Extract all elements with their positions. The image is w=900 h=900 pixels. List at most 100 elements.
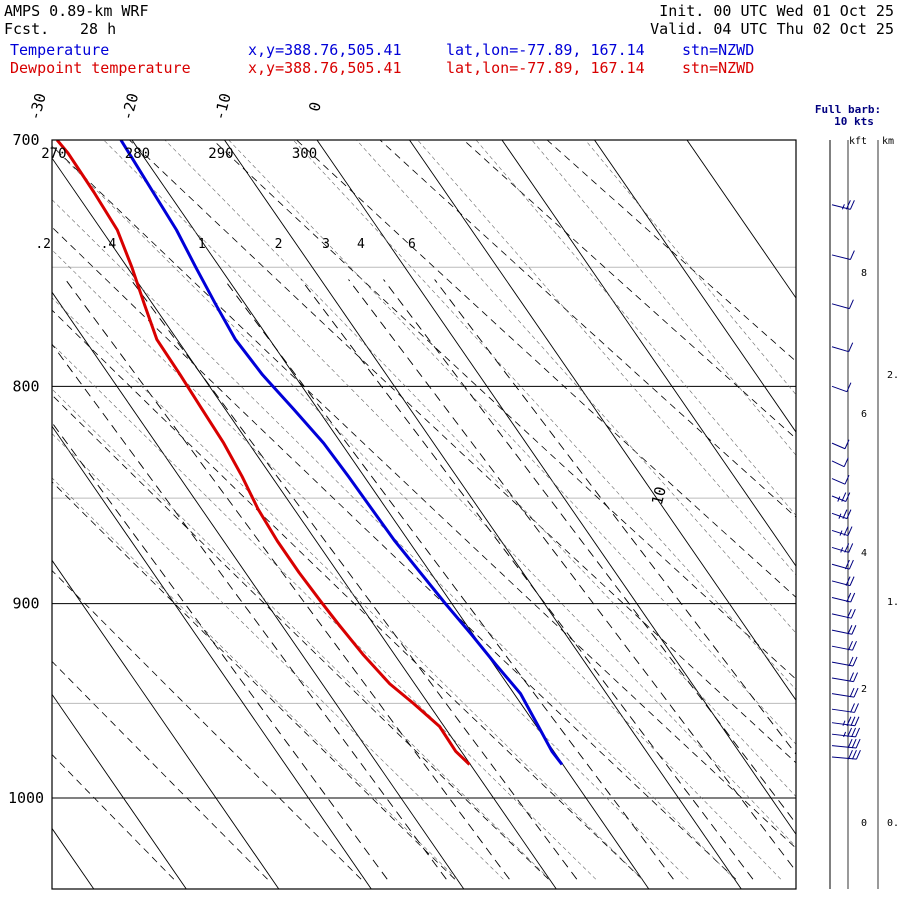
wind-barb <box>831 543 854 553</box>
valid-time: Valid. 04 UTC Thu 02 Oct 25 <box>650 20 894 38</box>
isotherm-line <box>316 140 796 836</box>
moist-adiabat-line <box>417 140 796 576</box>
mixing-ratio-line <box>383 279 796 825</box>
wind-barb <box>831 703 859 713</box>
temperature-legend: Temperature <box>10 41 110 59</box>
km-tick-label: 0. <box>887 818 899 829</box>
isotherm-line <box>501 140 796 567</box>
dewpoint-station: stn=NZWD <box>682 59 755 77</box>
forecast-label: Fcst. <box>4 20 50 38</box>
dewpoint-xy: x,y=388.76,505.41 <box>248 59 402 77</box>
wind-barb <box>831 299 854 310</box>
barb-legend-line2: 10 kts <box>834 115 874 128</box>
plot-frame <box>51 139 797 890</box>
wind-barb <box>831 727 861 738</box>
barb-legend-line1: Full barb: <box>815 103 881 116</box>
mixing-ratio-line <box>65 279 510 880</box>
dry-adiabat-line <box>128 140 796 764</box>
km-tick-label: 1. <box>887 597 899 608</box>
wind-barb <box>831 738 861 749</box>
wind-barb <box>831 200 855 210</box>
dry-adiabat-line <box>52 570 362 880</box>
dry-adiabat-line <box>379 140 796 518</box>
isotherm-line <box>52 559 280 889</box>
kft-tick-label: 2 <box>861 684 867 695</box>
mixing-ratio-label: 6 <box>408 237 416 252</box>
dry-adiabat-line <box>52 753 175 880</box>
wind-barb <box>831 749 861 760</box>
kft-axis-label: kft <box>849 136 867 147</box>
mixing-ratio-line <box>348 279 796 872</box>
isotherm-line <box>52 827 95 889</box>
wind-barb <box>831 608 856 619</box>
isotherm-label: 0 <box>305 100 325 113</box>
wind-barb <box>831 672 859 683</box>
pressure-tick-label: 800 <box>12 377 39 395</box>
isotherm-label: 10 <box>648 485 670 507</box>
wind-barb <box>831 576 855 587</box>
mixing-ratio-label: 2 <box>275 237 283 252</box>
wind-barb <box>831 625 857 635</box>
moist-adiabat-line <box>164 140 796 798</box>
temperature-latlon: lat,lon=-77.89, 167.14 <box>446 41 645 59</box>
dry-adiabat-line <box>212 140 796 680</box>
moist-adiabat-line <box>52 249 689 880</box>
dewpoint-profile <box>55 140 471 766</box>
isotherm-line <box>52 693 187 889</box>
pressure-tick-label: 900 <box>12 595 39 613</box>
moist-adiabat-line <box>52 145 782 880</box>
temperature-profile <box>119 140 564 766</box>
theta-label: 270 <box>41 146 66 162</box>
wind-barb <box>831 656 858 667</box>
kft-tick-label: 8 <box>861 268 867 279</box>
mixing-ratio-line <box>52 421 388 880</box>
dry-adiabat-line <box>463 140 796 440</box>
km-axis-label: km <box>882 136 894 147</box>
mixing-ratio-line <box>130 279 578 880</box>
wind-barb <box>831 526 853 537</box>
dry-adiabat-line <box>52 226 737 880</box>
moist-adiabat-line <box>52 477 458 880</box>
mixing-ratio-label: 3 <box>322 237 330 252</box>
dry-adiabat-line <box>52 481 456 880</box>
dry-adiabat-line <box>52 660 268 880</box>
theta-label: 290 <box>208 146 233 162</box>
moist-adiabat-line <box>52 297 643 880</box>
isotherm-line <box>52 425 372 889</box>
wind-barb <box>831 492 851 502</box>
pressure-tick-label: 700 <box>12 131 39 149</box>
wind-barb <box>831 687 859 698</box>
mixing-ratio-label: .2 <box>35 237 51 252</box>
moist-adiabat-line <box>531 140 796 456</box>
dewpoint-legend: Dewpoint temperature <box>10 59 191 77</box>
wind-barb <box>831 716 860 727</box>
dry-adiabat-line <box>295 140 796 598</box>
moist-adiabat-line <box>584 140 796 396</box>
moist-adiabat-line <box>292 140 796 691</box>
km-tick-label: 2. <box>887 370 899 381</box>
kft-tick-label: 6 <box>861 409 867 420</box>
wind-barb <box>831 559 854 570</box>
mixing-ratio-line <box>300 279 754 880</box>
kft-tick-label: 0 <box>861 818 867 829</box>
moist-adiabat-line <box>475 140 796 516</box>
isotherm-label: -20 <box>118 91 142 122</box>
isotherm-line <box>52 291 465 889</box>
wind-barb <box>831 439 850 450</box>
pressure-tick-label: 1000 <box>8 789 44 807</box>
init-time: Init. 00 UTC Wed 01 Oct 25 <box>659 2 894 20</box>
isotherm-line <box>686 140 796 299</box>
wind-barb <box>831 474 850 485</box>
wind-barb <box>831 382 852 393</box>
temperature-xy: x,y=388.76,505.41 <box>248 41 402 59</box>
isotherm-line <box>131 140 650 889</box>
dry-adiabat-line <box>546 140 796 362</box>
moist-adiabat-line <box>228 140 796 745</box>
moist-adiabat-line <box>356 140 796 634</box>
mixing-ratio-line <box>223 279 674 880</box>
forecast-value: 28 h <box>80 20 117 38</box>
model-title: AMPS 0.89-km WRF <box>4 2 149 20</box>
kft-tick-label: 4 <box>861 548 867 559</box>
wind-barb <box>831 457 849 468</box>
